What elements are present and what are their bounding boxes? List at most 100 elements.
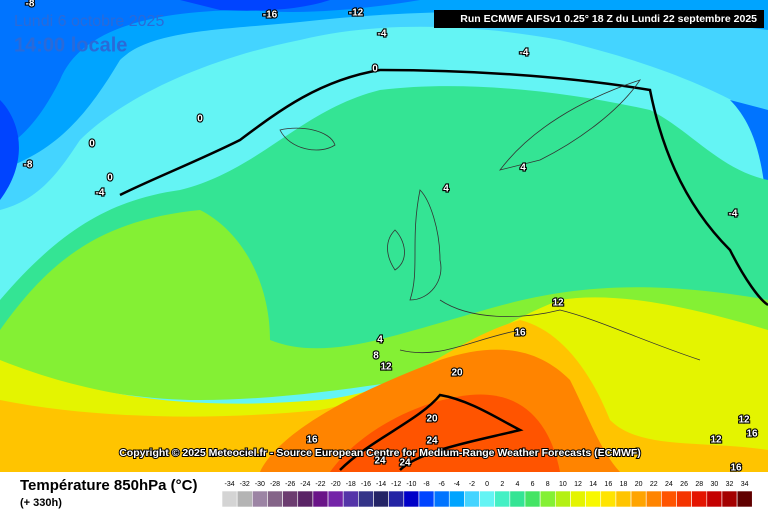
contour-label: -8 [24, 160, 33, 171]
colorbar-label: -18 [346, 481, 356, 488]
footer-title: Température 850hPa (°C) [20, 477, 197, 494]
contour-label: 24 [426, 436, 438, 447]
copyright: Copyright © 2025 Meteociel.fr - Source E… [119, 447, 641, 459]
contour-label: 0 [107, 173, 113, 184]
contour-label: 4 [443, 184, 449, 195]
contour-label: 20 [451, 368, 463, 379]
colorbar-label: -12 [391, 481, 401, 488]
isotherm-24 [339, 393, 524, 471]
colorbar-swatch [600, 490, 617, 508]
colorbar-label: -30 [255, 481, 265, 488]
colorbar-swatch [524, 490, 541, 508]
contour-label: 16 [730, 463, 742, 474]
contour-label: 16 [514, 328, 526, 339]
colorbar-swatch [221, 490, 238, 508]
colorbar-label: 30 [710, 481, 718, 488]
colorbar-label: -26 [285, 481, 295, 488]
colorbar-swatch [661, 490, 677, 508]
field-24 [330, 394, 560, 472]
colorbar-swatch [433, 490, 450, 508]
contour-label: 12 [552, 298, 564, 309]
colorbar-swatch [509, 490, 526, 508]
contour-label: -12 [349, 8, 364, 19]
contour-label: 24 [374, 456, 386, 467]
colorbar-label: -16 [361, 481, 371, 488]
contour-label: 4 [377, 335, 383, 346]
colorbar-swatch [630, 490, 647, 508]
colorbar-label: -14 [376, 481, 386, 488]
field-minus2 [0, 0, 768, 210]
colorbar-swatch [418, 490, 435, 508]
colorbar-label: -4 [454, 481, 460, 488]
colorbar-label: 26 [680, 481, 688, 488]
colorbar-label: 20 [635, 481, 643, 488]
contour-label: 8 [373, 351, 379, 362]
colorbar-swatch [539, 490, 556, 508]
colorbar-swatch [676, 490, 692, 508]
colorbar-swatch [252, 490, 268, 508]
zero-isotherm [119, 68, 768, 307]
colorbar-label: -6 [439, 481, 445, 488]
field-minus6 [0, 0, 420, 150]
contour-label: -4 [378, 29, 387, 40]
colorbar-label: 12 [574, 481, 582, 488]
colorbar-swatch [327, 490, 344, 508]
contour-label: 0 [197, 114, 203, 125]
colorbar-label: -34 [225, 481, 235, 488]
colorbar-swatch [615, 490, 632, 508]
run-box [434, 10, 764, 28]
colorbar-swatch [358, 490, 374, 508]
colorbar-swatch [282, 490, 299, 508]
contour-label: 16 [306, 435, 318, 446]
colorbar-label: 34 [741, 481, 749, 488]
colorbar-label: 4 [515, 481, 519, 488]
colorbar-label: 0 [485, 481, 489, 488]
colorbar-label: 2 [500, 481, 504, 488]
contour-label: 12 [738, 415, 750, 426]
coastlines [279, 79, 701, 361]
colorbar-label: 14 [589, 481, 597, 488]
contour-label: -4 [520, 48, 529, 59]
colorbar-label: -20 [331, 481, 341, 488]
colorbar-swatch [342, 490, 359, 508]
colorbar-label: -2 [469, 481, 475, 488]
colorbar-swatch [706, 490, 723, 508]
contour-label: -16 [263, 10, 278, 21]
contour-label: 0 [89, 139, 95, 150]
contour-label: -4 [729, 209, 738, 220]
date-label: Lundi 6 octobre 2025 [14, 13, 164, 30]
colorbar-swatch [479, 490, 495, 508]
colorbar-swatch [645, 490, 662, 508]
colorbar-label: -8 [423, 481, 429, 488]
colorbar-swatch [297, 490, 314, 508]
contour-label: -8 [26, 0, 35, 10]
run-label: Run ECMWF AIFSv1 0.25° 18 Z du Lundi 22 … [460, 13, 757, 25]
contour-label: 16 [746, 429, 758, 440]
colorbar-swatch [736, 490, 753, 508]
colorbar-swatch [554, 490, 571, 508]
colorbar-swatch [691, 490, 708, 508]
colorbar-label: -24 [300, 481, 310, 488]
colorbar-swatch [312, 490, 329, 508]
colorbar-swatch [373, 490, 389, 508]
colorbar-label: 28 [695, 481, 703, 488]
field-east-cold [730, 100, 768, 260]
colorbar-label: -28 [270, 481, 280, 488]
colorbar-label: 22 [650, 481, 658, 488]
colorbar-label: 32 [726, 481, 734, 488]
colorbar-label: -32 [240, 481, 250, 488]
contour-label: 12 [710, 435, 722, 446]
colorbar-swatch [585, 490, 602, 508]
colorbar-label: 10 [559, 481, 567, 488]
colorbar-swatch [570, 490, 586, 508]
colorbar-label: -10 [406, 481, 416, 488]
colorbar-swatch [721, 490, 738, 508]
contour-label: 4 [520, 163, 526, 174]
contour-label: -4 [96, 188, 105, 199]
contour-label: 20 [426, 414, 438, 425]
colorbar-label: 16 [604, 481, 612, 488]
footer-lead: (+ 330h) [20, 497, 62, 509]
contour-label: 12 [380, 362, 392, 373]
colorbar-swatch [388, 490, 405, 508]
colorbar-swatch [494, 490, 511, 508]
